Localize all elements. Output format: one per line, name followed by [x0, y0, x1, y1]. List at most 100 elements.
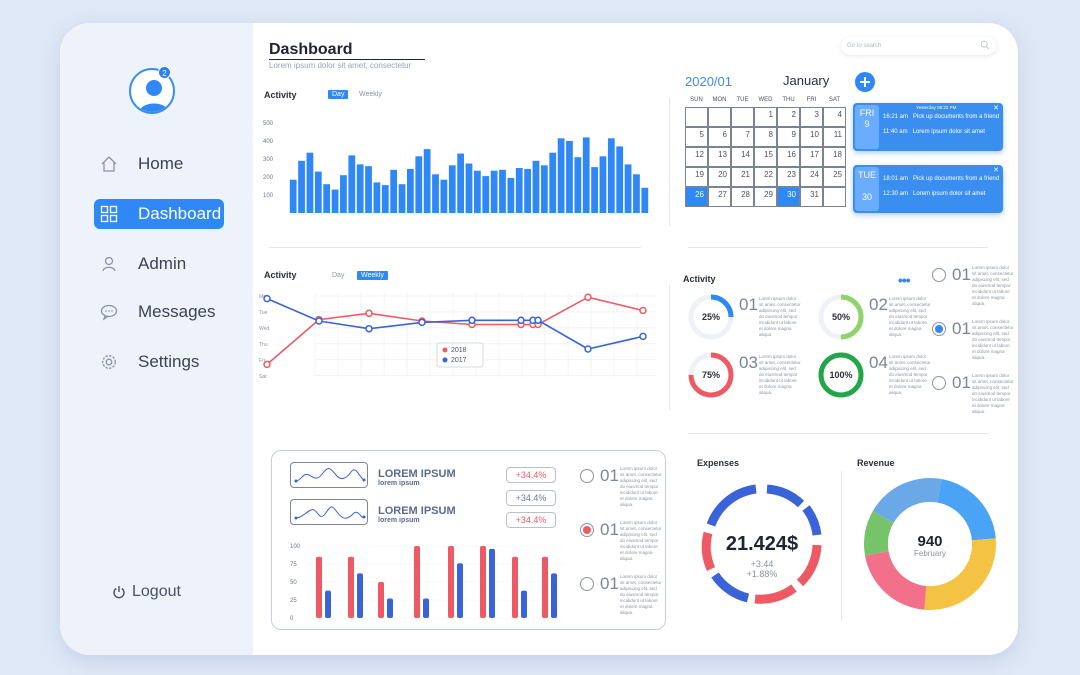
- donut-segment: [924, 538, 996, 610]
- calendar-day[interactable]: 12: [685, 147, 708, 167]
- calendar-day[interactable]: 15: [754, 147, 777, 167]
- calendar-day[interactable]: 6: [708, 127, 731, 147]
- donut-segment: [872, 478, 942, 523]
- divider: [688, 433, 988, 434]
- tab-weekly[interactable]: Weekly: [357, 271, 388, 280]
- svg-text:100%: 100%: [829, 370, 852, 380]
- calendar-day[interactable]: 23: [777, 167, 800, 187]
- more-icon[interactable]: •••: [898, 272, 911, 288]
- tab-day[interactable]: Day: [332, 272, 345, 279]
- calendar-day[interactable]: 18: [823, 147, 846, 167]
- calendar-day[interactable]: 8: [754, 127, 777, 147]
- radio-dot: [934, 324, 943, 333]
- bar: [499, 169, 506, 213]
- weekday-label: WED: [758, 97, 773, 103]
- calendar-day[interactable]: 2: [777, 107, 800, 127]
- bar: [414, 546, 420, 618]
- calendar-day[interactable]: 20: [708, 167, 731, 187]
- calendar-day[interactable]: 21: [731, 167, 754, 187]
- y-tick-label: 200: [263, 175, 274, 181]
- stat-title: LOREM IPSUM: [378, 468, 456, 480]
- calendar-day[interactable]: 22: [754, 167, 777, 187]
- calendar-day[interactable]: 14: [731, 147, 754, 167]
- calendar-day[interactable]: 11: [823, 127, 846, 147]
- bar: [306, 152, 314, 213]
- divider: [841, 471, 842, 621]
- sidebar-item-admin[interactable]: Admin: [94, 249, 224, 279]
- calendar-day: [823, 187, 846, 207]
- radio-description: Lorem ipsum dolor sit amet, consectetur …: [972, 265, 1014, 306]
- bar: [331, 189, 339, 213]
- bar: [482, 176, 490, 213]
- calendar-day[interactable]: 4: [823, 107, 846, 127]
- bar: [457, 153, 465, 213]
- radio-button[interactable]: [932, 268, 946, 282]
- radio-button[interactable]: [932, 376, 946, 390]
- radio-button[interactable]: [580, 469, 594, 483]
- data-point: [534, 316, 542, 325]
- logout-button[interactable]: Logout: [112, 583, 181, 601]
- ring-index: 03: [739, 353, 758, 372]
- weekday-label: SAT: [828, 97, 841, 103]
- sidebar-item-dashboard[interactable]: Dashboard: [94, 199, 224, 229]
- calendar-day[interactable]: 28: [731, 187, 754, 207]
- chat-icon: [100, 304, 118, 321]
- bar: [641, 187, 649, 213]
- calendar-day[interactable]: 31: [800, 187, 823, 207]
- calendar-day[interactable]: 10: [800, 127, 823, 147]
- data-point: [468, 316, 476, 325]
- y-tick-label: 50: [290, 580, 297, 586]
- sparkline: [290, 499, 368, 525]
- calendar-day: [731, 107, 754, 127]
- radio-button[interactable]: [580, 577, 594, 591]
- bar: [440, 179, 448, 213]
- sidebar-item-home[interactable]: Home: [94, 149, 224, 179]
- percent-badge: +34.4%: [506, 467, 556, 483]
- radio-button[interactable]: [932, 322, 946, 336]
- divider: [688, 247, 988, 248]
- data-point: [584, 293, 592, 301]
- calendar-day[interactable]: 27: [708, 187, 731, 207]
- calendar-day[interactable]: 30: [777, 187, 800, 207]
- sidebar-item-settings[interactable]: Settings: [94, 347, 224, 377]
- activity-bar-label: Activity: [264, 90, 297, 100]
- radio-index: 01: [952, 265, 971, 284]
- data-point: [639, 306, 647, 315]
- calendar-grid: SUN MON TUE WED THU FRI SAT 1 2 3 4 5 6 7 8 9 10 11 12 13 14…: [685, 97, 846, 222]
- bar: [540, 165, 548, 213]
- calendar-day[interactable]: 16: [777, 147, 800, 167]
- bar: [289, 179, 297, 213]
- close-icon[interactable]: ✕: [993, 105, 999, 112]
- calendar-day[interactable]: 17: [800, 147, 823, 167]
- bar: [465, 163, 473, 213]
- weekday-label: TUE: [736, 97, 749, 103]
- calendar-day[interactable]: 25: [823, 167, 846, 187]
- donut-segment: [864, 511, 894, 556]
- close-icon[interactable]: ✕: [993, 167, 999, 174]
- calendar-day[interactable]: 19: [685, 167, 708, 187]
- y-tick-label: 400: [263, 139, 274, 145]
- calendar-day[interactable]: 29: [754, 187, 777, 207]
- calendar-day[interactable]: 24: [800, 167, 823, 187]
- event-card-fri[interactable]: FRI 9 Yesterday 08:22 PM ✕ 16:21 am Pick …: [853, 103, 1003, 151]
- calendar-day[interactable]: 13: [708, 147, 731, 167]
- calendar-day[interactable]: 3: [800, 107, 823, 127]
- sidebar-item-messages[interactable]: Messages: [94, 297, 224, 327]
- calendar-day[interactable]: 5: [685, 127, 708, 147]
- tab-weekly[interactable]: Weekly: [359, 91, 382, 98]
- bar: [521, 590, 527, 618]
- event-card-tue[interactable]: TUE 30 ✕ 18:01 am Pick up documents from …: [853, 165, 1003, 213]
- calendar-day[interactable]: 1: [754, 107, 777, 127]
- bar: [489, 548, 495, 618]
- calendar-day[interactable]: 7: [731, 127, 754, 147]
- sidebar-item-label: Dashboard: [138, 204, 222, 223]
- calendar-day[interactable]: 9: [777, 127, 800, 147]
- calendar-day[interactable]: 26: [685, 187, 708, 207]
- search-input[interactable]: Go to search: [841, 37, 996, 55]
- tab-day[interactable]: Day: [328, 90, 349, 99]
- search-icon[interactable]: [980, 40, 990, 50]
- radio-index: 01: [600, 466, 619, 485]
- plus-icon[interactable]: [855, 72, 875, 92]
- weekday-label: FRI: [806, 97, 817, 103]
- radio-button[interactable]: [580, 523, 594, 537]
